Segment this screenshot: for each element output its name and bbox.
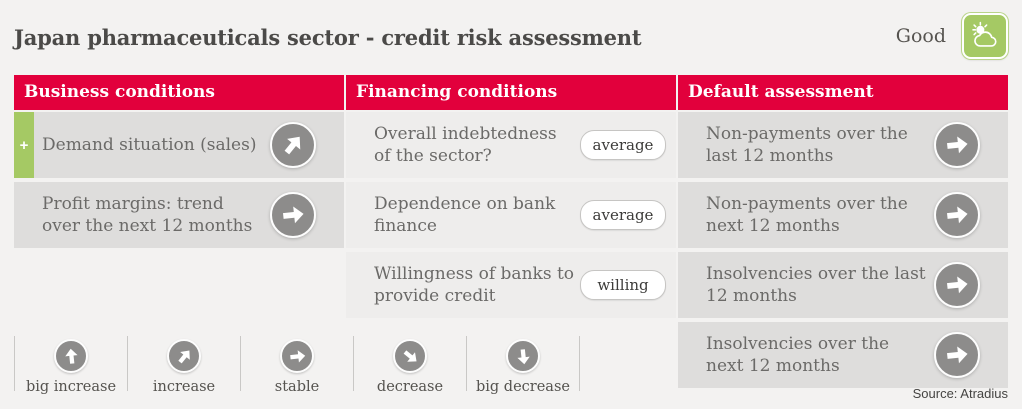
column-default-assessment: Default assessment Non-payments over the…: [678, 75, 1008, 388]
stable-arrow-icon: [280, 339, 314, 373]
legend-item-big-decrease: big decrease: [467, 336, 580, 395]
page-title: Japan pharmaceuticals sector - credit ri…: [14, 25, 642, 50]
row-label: Profit margins: trend over the next 12 m…: [42, 193, 253, 236]
row-label: Dependence on bank finance: [374, 193, 556, 236]
stable-arrow-icon: [934, 262, 980, 308]
stable-arrow-icon: [270, 192, 316, 238]
legend-label: stable: [274, 379, 320, 395]
overall-rating: Good: [896, 13, 1008, 59]
increase-arrow-icon: [270, 122, 316, 168]
column-header: Financing conditions: [346, 75, 676, 110]
legend-label: big decrease: [476, 379, 570, 395]
row-nonpayments-last: Non-payments over the last 12 months: [678, 112, 1008, 178]
row-insolvencies-last: Insolvencies over the last 12 months: [678, 252, 1008, 318]
weather-sun-cloud-icon: [962, 13, 1008, 59]
decrease-arrow-icon: [393, 339, 427, 373]
increase-arrow-icon: [167, 339, 201, 373]
legend-item-big-increase: big increase: [15, 336, 128, 395]
legend-item-decrease: decrease: [354, 336, 467, 395]
legend-label: decrease: [376, 379, 444, 395]
row-bank-willingness: Willingness of banks to provide credit w…: [346, 252, 676, 318]
assessment-badge: average: [580, 200, 666, 230]
row-label: Insolvencies over the last 12 months: [706, 263, 926, 306]
row-label: Overall indebtedness of the sector?: [374, 123, 557, 166]
row-label: Demand situation (sales): [42, 134, 257, 155]
plus-tag-icon: +: [14, 112, 34, 178]
row-label: Non-payments over the next 12 months: [706, 193, 908, 236]
row-demand-situation: + Demand situation (sales): [14, 112, 344, 178]
row-overall-indebtedness: Overall indebtedness of the sector? aver…: [346, 112, 676, 178]
rating-label: Good: [895, 25, 946, 47]
row-label: Non-payments over the last 12 months: [706, 123, 908, 166]
row-label: Insolvencies over the next 12 months: [706, 333, 890, 376]
column-header: Default assessment: [678, 75, 1008, 110]
stable-arrow-icon: [934, 122, 980, 168]
stable-arrow-icon: [934, 332, 980, 378]
arrow-legend: big increase increase stable decrease bi…: [14, 336, 580, 395]
row-profit-margins: Profit margins: trend over the next 12 m…: [14, 182, 344, 248]
big-increase-arrow-icon: [54, 339, 88, 373]
row-label: Willingness of banks to provide credit: [374, 263, 575, 306]
assessment-badge: willing: [580, 270, 666, 300]
row-bank-dependence: Dependence on bank finance average: [346, 182, 676, 248]
legend-label: increase: [152, 379, 216, 395]
legend-item-stable: stable: [241, 336, 354, 395]
legend-label: big increase: [25, 379, 117, 395]
column-header: Business conditions: [14, 75, 344, 110]
row-nonpayments-next: Non-payments over the next 12 months: [678, 182, 1008, 248]
row-insolvencies-next: Insolvencies over the next 12 months: [678, 322, 1008, 388]
assessment-badge: average: [580, 130, 666, 160]
legend-item-increase: increase: [128, 336, 241, 395]
big-decrease-arrow-icon: [506, 339, 540, 373]
column-financing-conditions: Financing conditions Overall indebtednes…: [346, 75, 676, 318]
source-attribution: Source: Atradius: [912, 386, 1008, 401]
column-business-conditions: Business conditions + Demand situation (…: [14, 75, 344, 248]
stable-arrow-icon: [934, 192, 980, 238]
